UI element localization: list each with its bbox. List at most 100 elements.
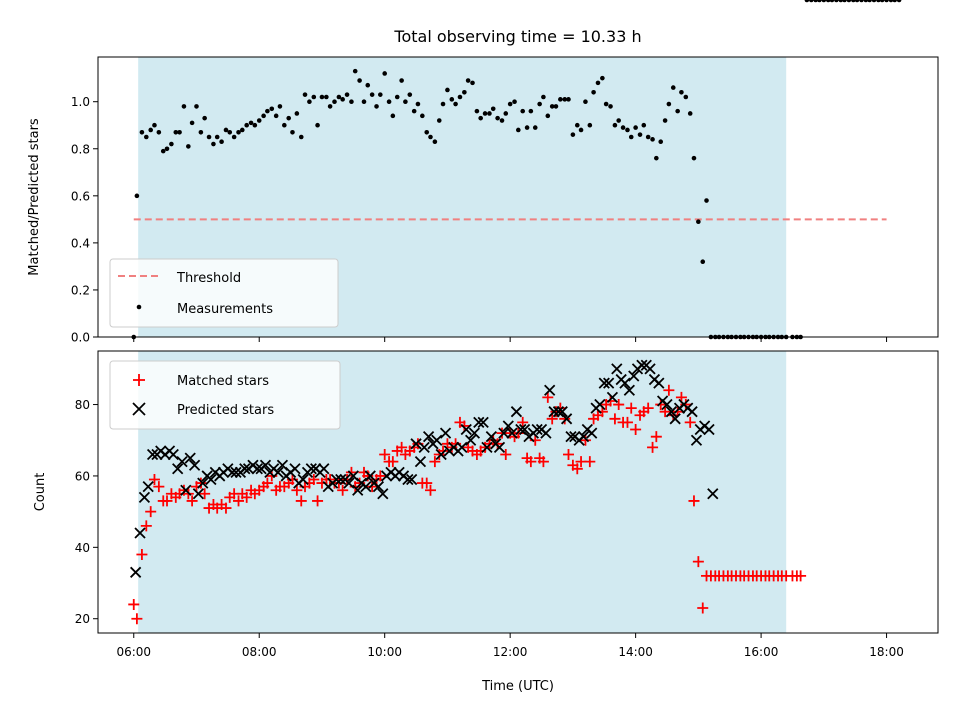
matched-point: [131, 613, 143, 625]
top-frame: [97, 56, 939, 338]
predicted-point: [414, 456, 427, 468]
matched-point: [195, 477, 207, 489]
measurement-point: [327, 104, 333, 109]
predicted-point: [506, 427, 518, 439]
predicted-point: [468, 427, 481, 439]
measurement-point: [612, 122, 618, 128]
measurement-point: [851, 0, 856, 3]
matched-point: [128, 598, 140, 610]
measurement-point: [453, 101, 458, 107]
predicted-point: [540, 427, 552, 439]
measurement-point: [587, 122, 593, 128]
top-y-tick-label: 0.2: [71, 283, 90, 297]
matched-point: [186, 495, 198, 507]
measurement-point: [307, 99, 312, 105]
matched-point: [563, 449, 574, 461]
measurement-point: [654, 155, 659, 161]
measurement-point: [603, 101, 609, 107]
measurement-point: [324, 94, 329, 100]
predicted-point: [335, 473, 347, 486]
bottom-y-tick-label: 60: [75, 469, 90, 483]
predicted-point: [431, 434, 443, 446]
measurement-point: [357, 78, 362, 83]
predicted-point: [707, 488, 719, 500]
measurement-point: [382, 71, 387, 76]
predicted-point: [619, 377, 631, 389]
x-tick-label: 18:00: [869, 645, 904, 659]
bottom-y-axis-label: Count: [33, 473, 48, 512]
predicted-point: [598, 377, 610, 389]
predicted-point: [531, 423, 543, 436]
predicted-point: [603, 377, 615, 389]
predicted-point: [176, 456, 188, 468]
bottom-legend: Matched stars Predicted stars: [109, 360, 341, 430]
measurement-point: [352, 68, 358, 74]
matched-point: [241, 491, 253, 503]
matched-point: [437, 445, 449, 457]
matched-point: [136, 548, 148, 560]
measurement-point: [152, 122, 157, 128]
measurement-point: [198, 129, 204, 135]
predicted-point: [477, 416, 489, 429]
predicted-point: [556, 406, 568, 418]
measurement-point: [436, 118, 442, 123]
measurement-point: [662, 118, 668, 123]
measurement-point: [256, 118, 262, 123]
measurement-point: [474, 108, 480, 114]
measurement-point: [562, 97, 568, 102]
measurement-point: [896, 0, 902, 3]
measurement-point: [415, 101, 421, 107]
measurement-point: [227, 129, 233, 135]
predicted-point: [606, 391, 619, 404]
measurement-point: [457, 94, 463, 100]
top-y-tick-label: 0.8: [71, 142, 90, 156]
predicted-point: [330, 473, 343, 486]
measurement-point: [503, 111, 509, 116]
measurement-point: [252, 122, 258, 128]
matched-point: [421, 477, 433, 489]
measurement-point: [532, 125, 538, 130]
predicted-point: [669, 413, 681, 425]
bottom-y-tick-label: 40: [75, 541, 90, 555]
measurement-point: [884, 0, 889, 3]
bottom-frame: [97, 350, 939, 634]
measurement-point: [549, 104, 555, 109]
x-tick-label: 06:00: [116, 645, 151, 659]
top-y-axis-label: Matched/Predicted stars: [27, 118, 42, 276]
predicted-point: [623, 384, 635, 396]
matched-point: [630, 424, 642, 436]
matched-point: [145, 506, 157, 518]
measurement-point: [349, 99, 354, 105]
measurement-point: [808, 0, 814, 3]
measurement-point: [286, 115, 292, 121]
top-y-tick-label: 1.0: [71, 95, 90, 109]
matched-point: [579, 434, 591, 446]
measurement-point: [144, 134, 149, 140]
predicted-point: [493, 441, 506, 454]
measurement-point: [394, 94, 400, 100]
measurement-point: [545, 113, 551, 119]
measurement-point: [541, 94, 546, 100]
predicted-point: [377, 488, 389, 500]
measurement-point: [600, 75, 605, 81]
measurement-point: [261, 113, 266, 119]
matched-point: [571, 463, 583, 475]
matched-point: [308, 474, 320, 486]
measurement-point: [470, 80, 475, 86]
measurement-point: [411, 108, 417, 114]
measurement-point: [239, 127, 245, 133]
predicted-point: [138, 491, 151, 503]
predicted-point: [364, 470, 376, 482]
measurement-point: [302, 92, 308, 97]
matched-point: [517, 416, 529, 428]
measurement-point: [169, 141, 174, 147]
top-y-tick-label: 0.6: [71, 189, 90, 203]
matched-point: [396, 441, 408, 453]
measurement-point: [344, 92, 350, 97]
matched-point: [621, 416, 633, 428]
predicted-point: [544, 384, 556, 396]
predicted-point: [611, 363, 623, 375]
x-tick-label: 12:00: [493, 645, 528, 659]
predicted-point: [372, 481, 385, 493]
